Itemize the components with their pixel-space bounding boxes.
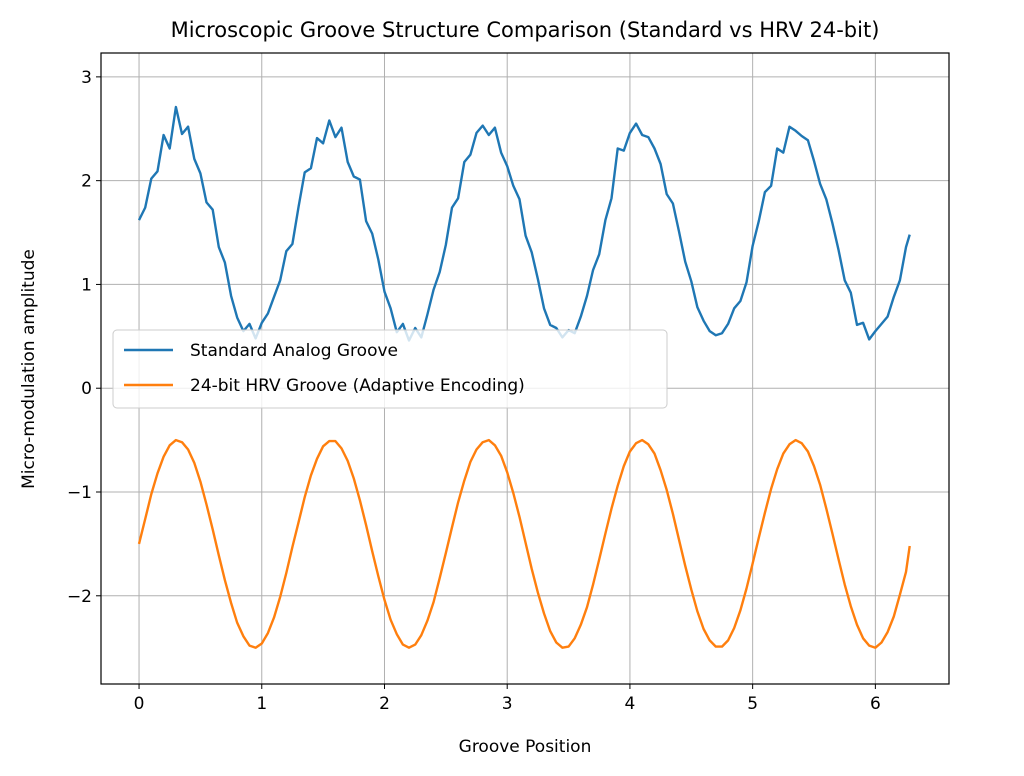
x-tick-label: 1 [256,694,267,714]
x-tick-label: 0 [134,694,145,714]
plot-frame [100,52,950,685]
y-tick-label: 0 [81,379,92,399]
legend: Standard Analog Groove 24-bit HRV Groove… [112,329,668,409]
series-line-hrv [137,438,911,649]
x-tick-label: 3 [502,694,513,714]
legend-box [112,329,668,409]
series-group [137,105,911,649]
x-tick-label: 4 [625,694,636,714]
y-tick-label: −1 [67,483,92,503]
x-tick-label: 5 [747,694,758,714]
x-tick-label: 2 [379,694,390,714]
y-tick-label: 1 [81,275,92,295]
legend-label-hrv: 24-bit HRV Groove (Adaptive Encoding) [190,376,525,396]
series-line-standard [137,105,911,342]
y-axis-label: Micro-modulation amplitude [19,249,39,489]
y-tick-label: 3 [81,68,92,88]
legend-label-standard: Standard Analog Groove [190,341,398,361]
x-tick-label: 6 [870,694,881,714]
chart-title: Microscopic Groove Structure Comparison … [171,18,880,42]
x-axis-label: Groove Position [459,737,592,757]
y-tick-label: 2 [81,172,92,192]
y-tick-label: −2 [67,587,92,607]
x-ticks: 0 1 2 3 4 5 6 [134,684,881,714]
y-ticks: −2 −1 0 1 2 3 [67,68,101,607]
